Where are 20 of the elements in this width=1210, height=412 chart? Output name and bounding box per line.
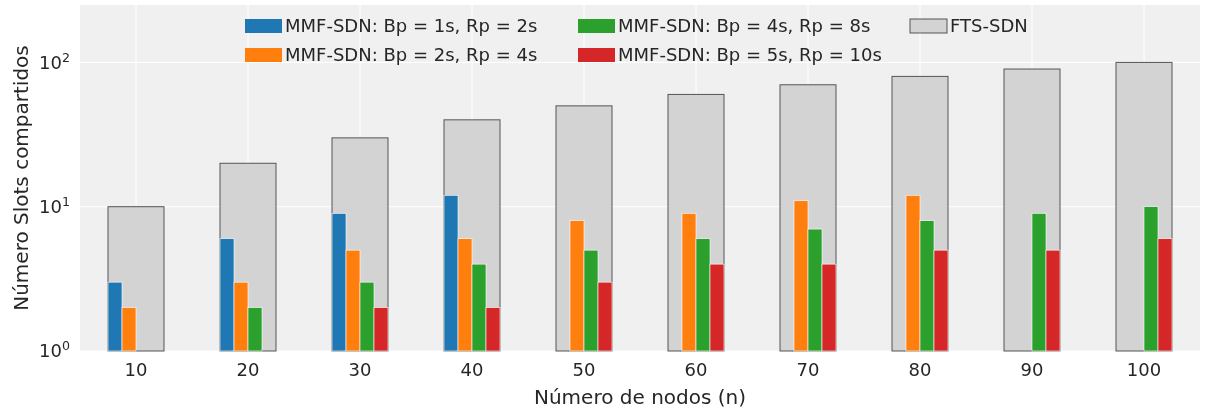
y-tick-label: 10$^{0}$ xyxy=(39,337,70,362)
x-tick-label: 30 xyxy=(348,358,372,380)
x-tick-label: 90 xyxy=(1020,358,1044,380)
y-axis-title: Número Slots compartidos xyxy=(9,45,33,311)
x-tick-label: 100 xyxy=(1126,358,1162,380)
y-tick-label: 10$^{2}$ xyxy=(39,49,70,73)
legend-label: MMF-SDN: Bp = 5s, Rp = 10s xyxy=(618,44,882,66)
x-tick-label: 20 xyxy=(236,358,260,380)
x-tick-label: 60 xyxy=(684,358,708,380)
x-tick-label: 80 xyxy=(908,358,932,380)
legend-label: MMF-SDN: Bp = 4s, Rp = 8s xyxy=(618,15,871,37)
legend-label: MMF-SDN: Bp = 2s, Rp = 4s xyxy=(285,44,538,66)
y-tick-label: 10$^{1}$ xyxy=(39,193,70,218)
x-tick-label: 50 xyxy=(572,358,596,380)
x-axis-title: Número de nodos (n) xyxy=(533,385,747,409)
x-tick-label: 10 xyxy=(124,358,148,380)
legend-label: FTS-SDN xyxy=(950,15,1028,37)
x-tick-label: 70 xyxy=(796,358,820,380)
x-tick-label: 40 xyxy=(460,358,484,380)
legend-label: MMF-SDN: Bp = 1s, Rp = 2s xyxy=(285,15,538,37)
